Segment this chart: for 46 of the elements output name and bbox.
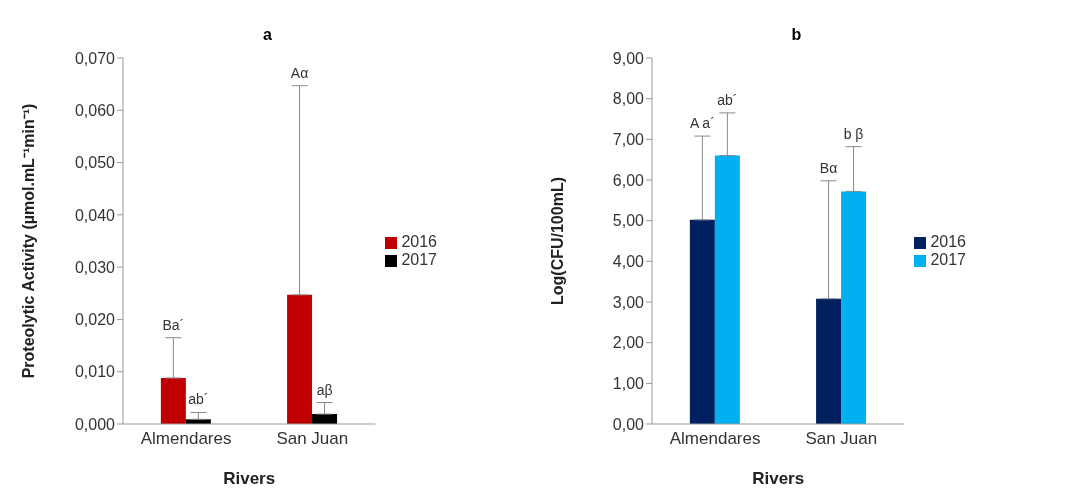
bar xyxy=(841,191,867,424)
y-tick-label: 6,00 xyxy=(612,171,645,189)
x-tick-label: Almendares xyxy=(669,429,761,449)
legend-label: 2017 xyxy=(930,251,966,268)
y-tick-label: 0,010 xyxy=(74,363,116,381)
bar xyxy=(287,294,313,424)
y-tick-label: 0,000 xyxy=(74,415,116,433)
x-axis-title: Rivers xyxy=(752,469,805,488)
y-tick-label: 0,070 xyxy=(74,49,116,67)
bar xyxy=(816,298,842,424)
y-tick-label: 0,020 xyxy=(74,311,116,329)
annotation: Bα xyxy=(819,159,838,176)
chart-title: a xyxy=(262,26,273,44)
y-tick-label: 0,030 xyxy=(74,258,116,276)
y-tick-label: 0,050 xyxy=(74,154,116,172)
y-tick-label: 9,00 xyxy=(612,49,645,67)
chart-title: b xyxy=(790,26,803,44)
y-tick-label: 1,00 xyxy=(612,375,645,393)
annotation: b β xyxy=(843,125,864,142)
annotation: ab´ xyxy=(717,91,738,108)
annotation: ab´ xyxy=(188,391,209,408)
y-axis-title: Proteolytic Activity (µmol.mL⁻¹min⁻¹) xyxy=(19,103,37,379)
y-axis-title: Log(CFU/100mL) xyxy=(548,177,566,305)
x-tick-label: San Juan xyxy=(276,429,349,449)
y-tick-label: 8,00 xyxy=(612,90,645,108)
y-tick-label: 0,040 xyxy=(74,206,116,224)
y-tick-label: 0,060 xyxy=(74,101,116,119)
annotation: A a´ xyxy=(689,115,715,132)
annotation: aβ xyxy=(316,381,333,398)
y-tick-label: 2,00 xyxy=(612,334,645,352)
x-tick-label: San Juan xyxy=(805,429,878,449)
y-tick-label: 3,00 xyxy=(612,293,645,311)
y-tick-label: 7,00 xyxy=(612,131,645,149)
legend-label: 2017 xyxy=(401,251,437,268)
bar xyxy=(160,377,186,424)
legend-label: 2016 xyxy=(401,233,437,250)
legend-label: 2016 xyxy=(930,233,966,250)
y-tick-label: 0,00 xyxy=(612,415,645,433)
y-tick-label: 4,00 xyxy=(612,253,645,271)
annotation: Ba´ xyxy=(162,316,185,333)
y-tick-label: 5,00 xyxy=(612,212,645,230)
bar xyxy=(714,155,740,424)
bar xyxy=(689,219,715,424)
annotation: Aα xyxy=(290,64,309,81)
x-axis-title: Rivers xyxy=(223,469,276,488)
x-tick-label: Almendares xyxy=(140,429,232,449)
